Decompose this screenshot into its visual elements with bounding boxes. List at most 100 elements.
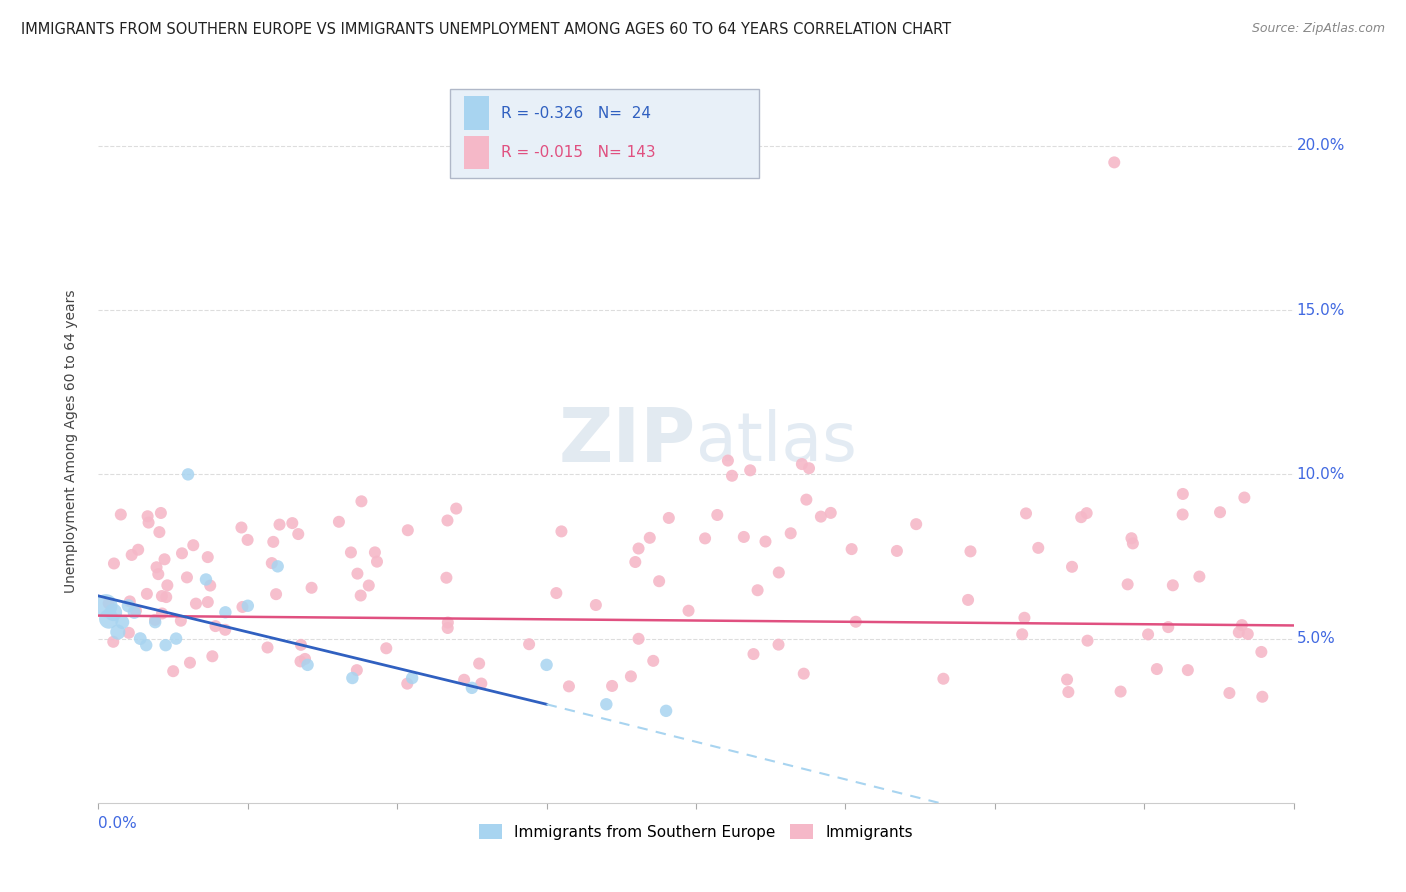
Point: [1161, 578, 1184, 592]
Point: [170, 546, 193, 560]
Point: [627, 541, 650, 556]
Point: [153, 552, 176, 566]
Point: [1076, 506, 1098, 520]
Point: [436, 513, 458, 527]
Point: [290, 654, 312, 668]
Point: [197, 595, 219, 609]
Point: [453, 673, 475, 687]
Text: 10.0%: 10.0%: [1296, 467, 1346, 482]
Point: [236, 533, 259, 547]
Point: [932, 672, 955, 686]
Point: [1209, 505, 1232, 519]
Point: [396, 523, 419, 537]
Point: [117, 599, 139, 613]
Point: [290, 638, 312, 652]
Point: [841, 542, 863, 557]
Point: [195, 573, 218, 587]
Point: [143, 615, 166, 630]
Point: [536, 657, 558, 672]
Point: [693, 532, 716, 546]
Text: 20.0%: 20.0%: [1296, 138, 1346, 153]
Point: [742, 647, 765, 661]
Point: [1026, 541, 1049, 555]
Point: [1171, 487, 1194, 501]
Point: [779, 526, 801, 541]
Point: [97, 612, 120, 626]
Point: [470, 676, 492, 690]
Point: [135, 638, 157, 652]
Point: [550, 524, 572, 539]
Point: [148, 525, 170, 540]
Point: [627, 632, 650, 646]
Point: [905, 517, 928, 532]
Point: [1122, 536, 1144, 550]
Point: [148, 567, 170, 582]
Point: [118, 625, 141, 640]
Point: [717, 453, 740, 467]
Text: 15.0%: 15.0%: [1296, 302, 1346, 318]
Point: [1251, 690, 1274, 704]
Text: R = -0.326   N=  24: R = -0.326 N= 24: [501, 106, 651, 120]
Point: [281, 516, 304, 530]
Point: [643, 654, 665, 668]
Point: [145, 560, 167, 574]
Point: [1121, 531, 1143, 545]
Text: R = -0.015   N= 143: R = -0.015 N= 143: [501, 145, 655, 160]
Point: [1015, 507, 1038, 521]
Point: [150, 607, 173, 621]
Text: atlas: atlas: [696, 409, 856, 475]
Point: [200, 578, 222, 592]
Point: [103, 635, 125, 649]
Point: [328, 515, 350, 529]
Point: [231, 599, 253, 614]
Point: [1218, 686, 1240, 700]
Point: [110, 508, 132, 522]
Point: [150, 589, 173, 603]
Point: [585, 598, 607, 612]
Point: [124, 605, 146, 619]
Point: [1227, 625, 1250, 640]
Point: [595, 698, 617, 712]
Point: [204, 619, 226, 633]
Point: [138, 516, 160, 530]
Point: [375, 641, 398, 656]
Point: [820, 506, 842, 520]
Point: [655, 704, 678, 718]
Point: [396, 676, 419, 690]
Point: [1060, 559, 1083, 574]
Point: [733, 530, 755, 544]
Point: [162, 664, 184, 678]
Point: [214, 623, 236, 637]
Point: [1070, 510, 1092, 524]
Point: [97, 596, 120, 610]
Point: [155, 590, 177, 604]
Point: [135, 587, 157, 601]
Point: [177, 467, 200, 482]
Point: [1011, 627, 1033, 641]
Point: [297, 657, 319, 672]
Point: [201, 649, 224, 664]
Point: [107, 625, 129, 640]
Point: [184, 597, 207, 611]
Point: [517, 637, 540, 651]
Point: [1250, 645, 1272, 659]
Point: [350, 494, 373, 508]
Point: [754, 534, 776, 549]
Point: [1146, 662, 1168, 676]
Point: [364, 545, 387, 559]
Point: [638, 531, 661, 545]
Text: Source: ZipAtlas.com: Source: ZipAtlas.com: [1251, 22, 1385, 36]
Point: [658, 511, 681, 525]
Point: [156, 578, 179, 592]
Point: [678, 604, 700, 618]
Point: [231, 520, 253, 534]
Point: [768, 638, 790, 652]
Point: [103, 557, 125, 571]
Point: [181, 538, 204, 552]
Point: [264, 587, 287, 601]
Point: [796, 492, 818, 507]
Point: [1116, 577, 1139, 591]
Point: [1157, 620, 1180, 634]
Point: [346, 663, 368, 677]
Point: [768, 566, 790, 580]
